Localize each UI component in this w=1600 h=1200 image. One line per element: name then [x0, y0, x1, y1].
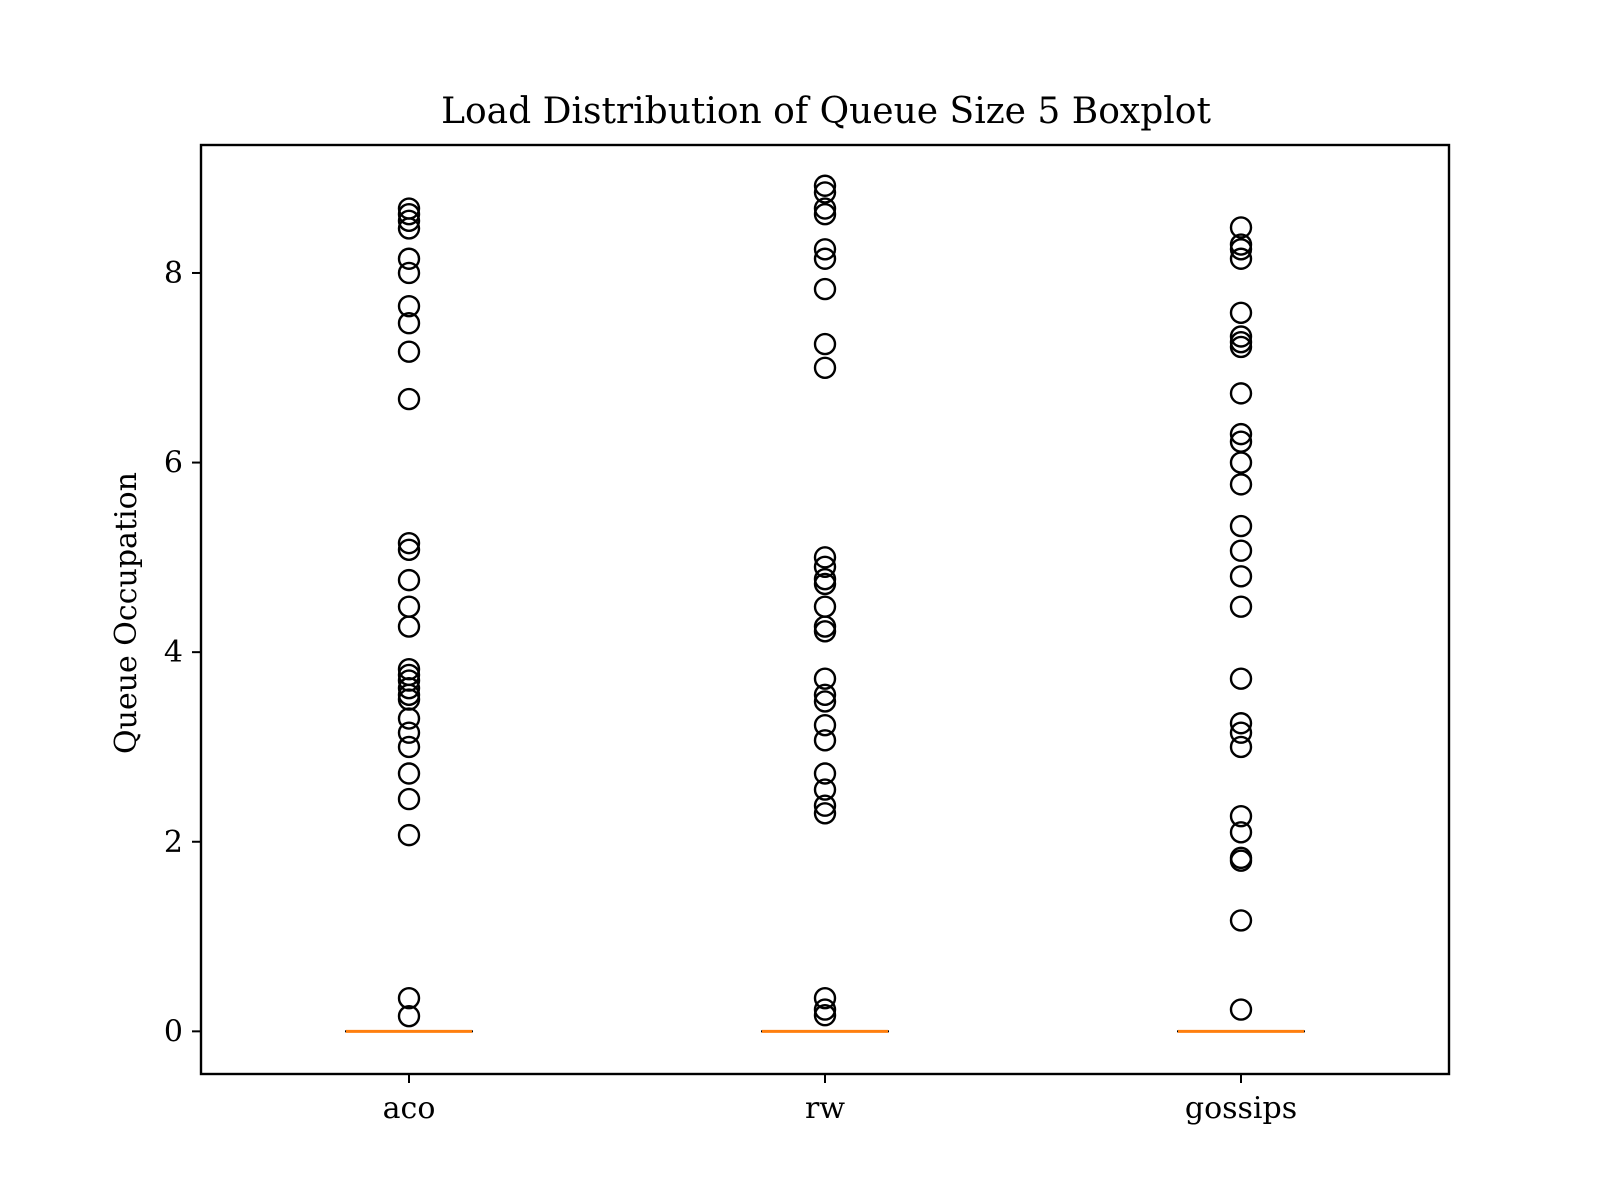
- outlier-point: [397, 203, 421, 226]
- y-tick-label: 4: [164, 635, 183, 670]
- outlier-point: [1229, 539, 1253, 562]
- outlier-point: [1229, 804, 1253, 828]
- outlier-point: [813, 620, 837, 643]
- outlier-point: [397, 1004, 421, 1028]
- outlier-point: [1229, 595, 1253, 618]
- outlier-point: [1229, 565, 1253, 588]
- outlier-point: [813, 174, 837, 197]
- box-gossips: [1177, 216, 1305, 1033]
- outlier-point: [397, 217, 421, 240]
- outlier-point: [813, 595, 837, 618]
- outlier-point: [397, 707, 421, 730]
- outlier-point: [813, 986, 837, 1010]
- outlier-point: [813, 778, 837, 801]
- outlier-point: [813, 181, 837, 204]
- outlier-point: [813, 546, 837, 569]
- outlier-point: [397, 312, 421, 335]
- plot-area: [345, 174, 1305, 1033]
- outlier-point: [813, 794, 837, 817]
- outlier-point: [397, 688, 421, 711]
- outlier-point: [397, 531, 421, 555]
- outlier-point: [397, 986, 421, 1010]
- outlier-point: [813, 615, 837, 638]
- outlier-point: [813, 729, 837, 752]
- outlier-point: [397, 294, 421, 318]
- outlier-point: [813, 1004, 837, 1027]
- outlier-point: [1229, 821, 1253, 844]
- outlier-point: [397, 823, 421, 847]
- outlier-point: [813, 277, 837, 301]
- y-tick-label: 8: [164, 256, 183, 291]
- outlier-point: [813, 356, 837, 379]
- outlier-point: [813, 690, 837, 713]
- outlier-point: [813, 555, 837, 579]
- outlier-point: [397, 340, 421, 363]
- outlier-point: [1229, 667, 1253, 690]
- x-tick-label: aco: [383, 1091, 436, 1126]
- y-axis-label: Queue Occupation: [109, 472, 144, 754]
- outlier-point: [813, 247, 837, 270]
- outlier-point: [813, 998, 837, 1021]
- outlier-point: [1229, 849, 1253, 872]
- outlier-point: [397, 261, 421, 285]
- outlier-point: [1229, 422, 1253, 446]
- box-aco: [345, 197, 473, 1033]
- y-axis: 0 2 4 6 8: [164, 256, 201, 1049]
- outlier-point: [397, 595, 421, 618]
- outlier-point: [1229, 247, 1253, 270]
- outlier-point: [813, 567, 837, 591]
- outlier-point: [1229, 998, 1253, 1021]
- x-axis: aco rw gossips: [383, 1074, 1297, 1126]
- outlier-point: [813, 238, 837, 261]
- outlier-point: [1229, 335, 1253, 359]
- outlier-point: [397, 787, 421, 811]
- outlier-point: [1229, 382, 1253, 405]
- outlier-point: [397, 615, 421, 638]
- outlier-point: [397, 247, 421, 270]
- outlier-point: [813, 667, 837, 690]
- outlier-point: [813, 762, 837, 785]
- outlier-point: [813, 802, 837, 825]
- outlier-point: [397, 721, 421, 744]
- outlier-point: [1229, 216, 1253, 239]
- outlier-point: [397, 387, 421, 411]
- outlier-point: [1229, 473, 1253, 496]
- box-rw: [761, 174, 889, 1033]
- x-tick-label: gossips: [1185, 1091, 1297, 1126]
- outlier-point: [1229, 514, 1253, 538]
- y-tick-label: 0: [164, 1014, 183, 1049]
- outlier-point: [1229, 909, 1253, 932]
- outlier-point: [397, 762, 421, 785]
- outlier-point: [397, 209, 421, 233]
- y-tick-label: 2: [164, 825, 183, 860]
- outlier-point: [397, 568, 421, 592]
- x-tick-label: rw: [805, 1091, 845, 1126]
- outlier-point: [397, 676, 421, 700]
- outlier-point: [1229, 712, 1253, 735]
- outlier-point: [397, 538, 421, 561]
- outlier-point: [813, 572, 837, 596]
- outlier-point: [397, 735, 421, 759]
- outlier-point: [1229, 325, 1253, 348]
- outlier-point: [813, 713, 837, 737]
- outlier-point: [1229, 735, 1253, 759]
- outlier-point: [813, 203, 837, 226]
- outlier-point: [813, 683, 837, 707]
- outlier-point: [813, 332, 837, 356]
- chart-title: Load Distribution of Queue Size 5 Boxplo…: [441, 91, 1211, 132]
- y-tick-label: 6: [164, 446, 183, 481]
- outlier-point: [1229, 301, 1253, 324]
- outlier-point: [1229, 721, 1253, 744]
- plot-frame: [199, 143, 1451, 1076]
- outlier-point: [1229, 451, 1253, 474]
- outlier-point: [1229, 238, 1253, 261]
- outlier-point: [813, 197, 837, 220]
